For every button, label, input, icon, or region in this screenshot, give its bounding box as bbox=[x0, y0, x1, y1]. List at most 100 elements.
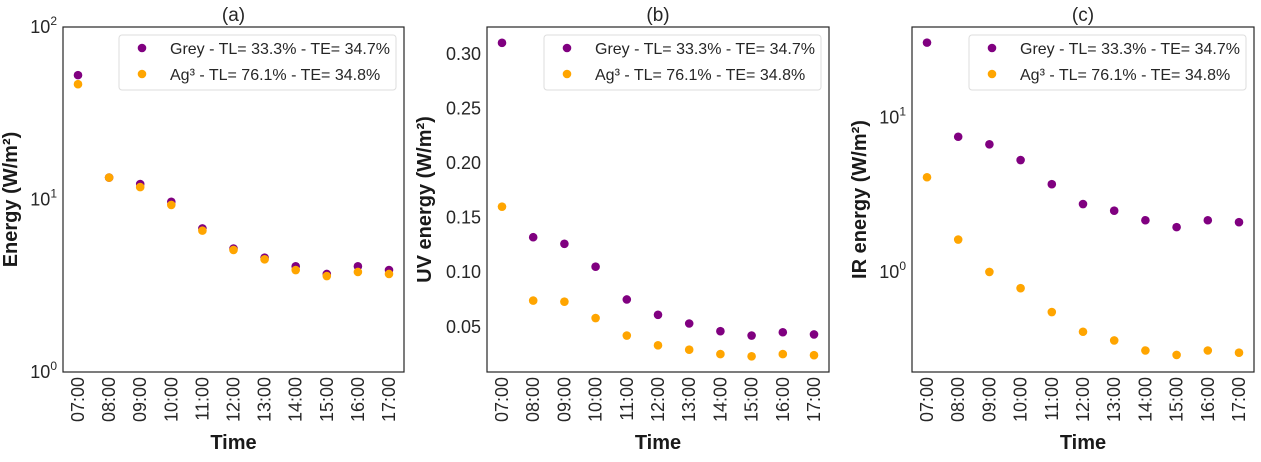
data-point bbox=[229, 245, 238, 255]
x-tick-label: 14:00 bbox=[286, 377, 306, 422]
x-tick-label: 13:00 bbox=[679, 377, 699, 422]
x-tick-label: 17:00 bbox=[379, 377, 399, 422]
legend-marker bbox=[137, 69, 147, 79]
y-tick-exponent: 0 bbox=[899, 259, 906, 273]
series-ag3 bbox=[73, 79, 394, 281]
x-tick-label: 08:00 bbox=[99, 377, 119, 422]
data-point bbox=[684, 319, 694, 328]
data-point bbox=[198, 226, 207, 235]
data-point bbox=[291, 265, 301, 275]
legend-marker bbox=[562, 69, 572, 79]
data-point bbox=[1047, 307, 1057, 317]
x-tick-label: 07:00 bbox=[68, 377, 88, 422]
data-point bbox=[1016, 155, 1025, 165]
data-point bbox=[528, 296, 538, 305]
y-tick-label: 0.20 bbox=[446, 153, 481, 173]
x-tick-label: 16:00 bbox=[773, 377, 793, 422]
x-tick-label: 08:00 bbox=[948, 377, 968, 422]
data-point bbox=[1016, 283, 1025, 293]
data-point bbox=[622, 331, 632, 340]
data-point bbox=[591, 262, 600, 272]
series-grey bbox=[497, 38, 819, 340]
data-point bbox=[747, 331, 756, 340]
y-axis-label: IR energy (W/m²) bbox=[849, 120, 871, 279]
x-tick-label: 16:00 bbox=[1198, 377, 1218, 422]
data-point bbox=[73, 79, 83, 89]
data-point bbox=[716, 349, 725, 359]
x-tick-label: 11:00 bbox=[617, 377, 637, 421]
data-point bbox=[497, 38, 507, 48]
chart-title: (c) bbox=[1072, 5, 1094, 26]
data-point bbox=[653, 341, 663, 350]
data-point bbox=[322, 271, 332, 281]
data-point bbox=[135, 182, 145, 192]
data-point bbox=[1047, 179, 1057, 189]
data-point bbox=[653, 310, 663, 320]
x-tick-label: 17:00 bbox=[804, 377, 824, 422]
series-grey bbox=[922, 38, 1244, 232]
x-axis-label: Time bbox=[1060, 432, 1106, 454]
legend: Grey - TL= 33.3% - TE= 34.7% Ag³ - TL= 76… bbox=[968, 34, 1247, 91]
chart-title: (a) bbox=[222, 5, 245, 26]
x-tick-label: 13:00 bbox=[255, 377, 275, 422]
data-point bbox=[922, 38, 932, 47]
data-point bbox=[353, 267, 363, 277]
x-tick-label: 07:00 bbox=[917, 377, 937, 422]
x-axis-label: Time bbox=[210, 432, 256, 454]
x-tick-label: 12:00 bbox=[648, 377, 668, 422]
data-point bbox=[1203, 215, 1213, 225]
y-tick-label: 102 bbox=[30, 14, 57, 37]
y-tick-exponent: 1 bbox=[50, 187, 57, 201]
data-point bbox=[591, 313, 600, 323]
x-tick-label: 10:00 bbox=[161, 377, 181, 422]
y-tick-label: 0.05 bbox=[446, 317, 481, 337]
y-tick-base: 10 bbox=[879, 107, 899, 127]
legend-frame bbox=[118, 34, 397, 91]
data-point bbox=[73, 70, 83, 80]
y-tick-base: 10 bbox=[30, 17, 50, 37]
x-tick-label: 09:00 bbox=[554, 377, 574, 422]
legend-marker bbox=[562, 43, 572, 53]
data-point bbox=[716, 326, 725, 336]
y-axis-label: Energy (W/m²) bbox=[0, 132, 22, 268]
x-axis-label: Time bbox=[635, 432, 681, 454]
x-tick-label: 16:00 bbox=[348, 377, 368, 422]
data-point bbox=[560, 297, 569, 306]
data-point bbox=[953, 132, 963, 142]
data-point bbox=[1172, 222, 1181, 232]
data-point bbox=[778, 349, 788, 359]
legend-label: Ag³ - TL= 76.1% - TE= 34.8% bbox=[595, 67, 805, 84]
data-point bbox=[1078, 199, 1088, 209]
panel-b: (b) 0.05 0.10 0.15 0.20 0.25 0.30 07:00 08:00 09:… bbox=[414, 5, 830, 454]
x-tick-label: 09:00 bbox=[979, 377, 999, 422]
data-point bbox=[497, 202, 507, 211]
data-point bbox=[1172, 350, 1181, 360]
x-tick-label: 15:00 bbox=[1167, 377, 1187, 422]
data-point bbox=[528, 232, 538, 242]
y-tick-base: 10 bbox=[879, 262, 899, 282]
x-tick-label: 09:00 bbox=[130, 377, 150, 422]
data-point bbox=[1141, 346, 1150, 355]
x-tick-label: 07:00 bbox=[492, 377, 512, 422]
x-tick-label: 17:00 bbox=[1229, 377, 1249, 422]
legend-label: Ag³ - TL= 76.1% - TE= 34.8% bbox=[170, 67, 380, 84]
x-tick-label: 11:00 bbox=[1042, 377, 1062, 421]
x-tick-label: 13:00 bbox=[1104, 377, 1124, 422]
x-tick-label: 14:00 bbox=[710, 377, 730, 422]
legend-marker bbox=[987, 69, 997, 79]
data-point bbox=[922, 172, 932, 182]
chart-title: (b) bbox=[646, 5, 669, 26]
data-point bbox=[809, 330, 819, 339]
data-point bbox=[1141, 215, 1150, 225]
data-point bbox=[1234, 217, 1244, 227]
legend-label: Grey - TL= 33.3% - TE= 34.7% bbox=[170, 41, 390, 58]
data-point bbox=[622, 295, 632, 304]
data-point bbox=[778, 327, 788, 337]
legend: Grey - TL= 33.3% - TE= 34.7% Ag³ - TL= 76… bbox=[118, 34, 397, 91]
legend-marker bbox=[987, 43, 997, 53]
legend-label: Grey - TL= 33.3% - TE= 34.7% bbox=[1020, 41, 1240, 58]
data-point bbox=[167, 200, 176, 210]
legend-frame bbox=[968, 34, 1247, 91]
